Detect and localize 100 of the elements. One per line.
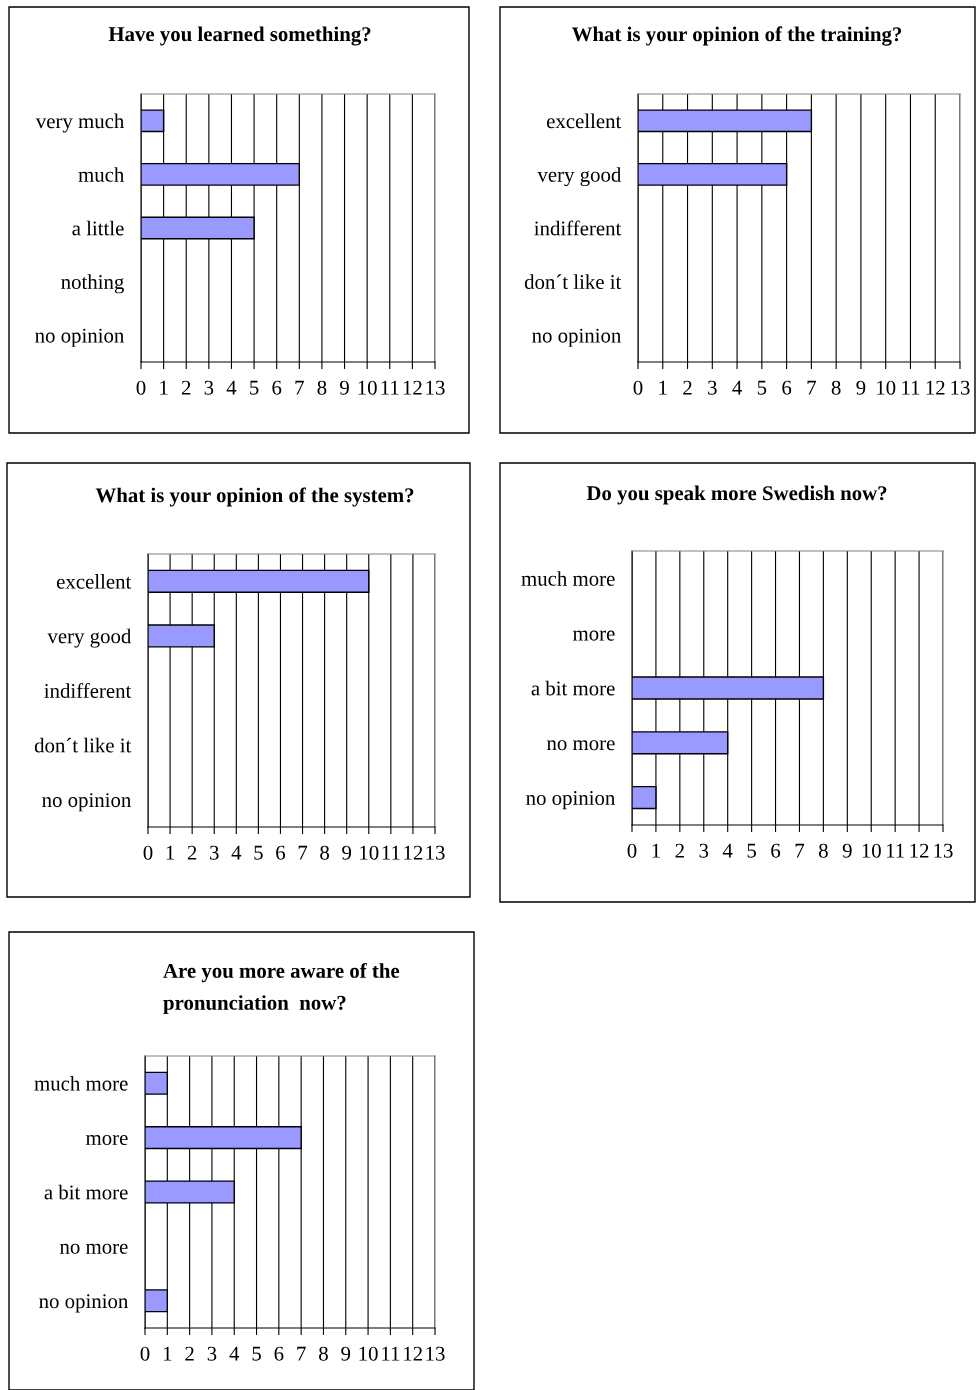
x-tick-label: 1 <box>166 845 175 860</box>
x-tick-label: 3 <box>207 1346 217 1361</box>
y-tick-label: a bit more <box>531 680 615 696</box>
y-tick-label: don´t like it <box>524 274 622 290</box>
x-tick-label: 12 <box>910 843 929 858</box>
x-tick-label: 1 <box>163 1346 172 1361</box>
x-tick-label: 6 <box>782 380 792 395</box>
x-tick-label: 12 <box>926 380 945 395</box>
x-tick-label: 13 <box>934 843 953 858</box>
x-tick-label: 4 <box>732 380 742 395</box>
x-tick-label: 7 <box>297 1346 306 1361</box>
x-tick-label: 5 <box>252 1346 261 1361</box>
x-tick-label: 13 <box>426 1346 445 1361</box>
x-tick-label: 8 <box>317 380 327 395</box>
y-tick-label: no opinion <box>39 1294 129 1313</box>
x-tick-label: 4 <box>229 1346 240 1361</box>
x-tick-label: 1 <box>652 843 660 858</box>
x-tick-label: 2 <box>187 845 197 860</box>
x-tick-label: 3 <box>204 380 214 395</box>
x-tick-label: 12 <box>404 1346 422 1361</box>
x-tick-label: 11 <box>902 380 920 395</box>
y-tick-label: much more <box>521 571 615 586</box>
x-tick-label: 12 <box>404 845 423 860</box>
y-tick-label: nothing <box>61 274 124 294</box>
x-tick-label: 9 <box>842 843 852 858</box>
y-tick-label: indifferent <box>44 683 132 698</box>
x-tick-label: 5 <box>254 845 263 860</box>
x-tick-label: 10 <box>359 1346 378 1361</box>
x-tick-label: 0 <box>136 380 146 395</box>
y-tick-label: don´t like it <box>34 737 132 753</box>
x-tick-label: 10 <box>862 843 881 858</box>
y-tick-label: indifferent <box>534 220 622 236</box>
x-tick-label: 0 <box>633 380 643 395</box>
x-tick-label: 7 <box>295 380 304 395</box>
x-tick-label: 0 <box>143 845 153 860</box>
x-tick-label: 1 <box>659 380 667 395</box>
x-tick-label: 13 <box>426 380 445 395</box>
x-tick-label: 11 <box>382 1346 400 1361</box>
x-tick-label: 11 <box>886 843 904 858</box>
x-tick-label: 8 <box>831 380 841 395</box>
x-tick-label: 5 <box>250 380 259 395</box>
chart-title: What is your opinion of the system? <box>95 487 414 507</box>
y-tick-label: much <box>78 167 125 182</box>
x-tick-label: 2 <box>675 843 684 858</box>
y-tick-label: no more <box>59 1243 128 1254</box>
x-tick-label: 3 <box>210 845 219 860</box>
x-tick-label: 7 <box>795 843 805 858</box>
x-tick-label: 6 <box>276 845 286 860</box>
x-tick-label: 3 <box>708 380 717 395</box>
y-tick-label: very much <box>35 113 125 133</box>
y-tick-label: very good <box>47 628 132 648</box>
x-tick-label: 4 <box>722 843 733 858</box>
chart-title: Are you more aware of the pronunciation now? <box>163 963 400 1015</box>
x-tick-label: 9 <box>856 380 866 395</box>
y-tick-label: no more <box>546 740 615 751</box>
x-tick-label: 4 <box>231 845 242 860</box>
y-tick-label: very good <box>537 167 622 187</box>
x-tick-label: 10 <box>360 845 379 860</box>
y-tick-label: excellent <box>546 113 622 129</box>
y-tick-label: a bit more <box>44 1184 128 1200</box>
y-tick-label: more <box>85 1135 128 1146</box>
x-tick-label: 8 <box>818 843 828 858</box>
y-tick-label: no opinion <box>35 328 125 347</box>
x-tick-label: 9 <box>342 845 352 860</box>
x-tick-label: 2 <box>683 380 692 395</box>
y-tick-label: a little <box>72 220 124 236</box>
x-tick-label: 10 <box>358 380 377 395</box>
x-tick-label: 5 <box>757 380 767 395</box>
x-tick-label: 4 <box>226 380 237 395</box>
x-tick-label: 13 <box>951 380 970 395</box>
x-tick-label: 9 <box>340 380 349 395</box>
x-tick-label: 0 <box>140 1346 150 1361</box>
x-tick-label: 2 <box>185 1346 194 1361</box>
x-tick-label: 1 <box>160 380 168 395</box>
x-tick-label: 8 <box>319 1346 328 1361</box>
y-tick-label: much more <box>34 1075 128 1091</box>
x-tick-label: 8 <box>320 845 330 860</box>
x-tick-label: 7 <box>298 845 308 860</box>
x-tick-label: 11 <box>382 845 400 860</box>
y-tick-label: excellent <box>56 574 132 589</box>
chart-title: Have you learned something? <box>108 26 371 46</box>
x-tick-label: 9 <box>341 1346 351 1361</box>
y-tick-label: no opinion <box>532 328 622 347</box>
x-tick-label: 13 <box>426 845 445 860</box>
y-tick-label: more <box>572 630 615 641</box>
y-tick-label: no opinion <box>526 791 616 810</box>
x-tick-label: 11 <box>381 380 399 395</box>
x-tick-label: 12 <box>403 380 422 395</box>
x-tick-label: 6 <box>771 843 781 858</box>
chart-title: What is your opinion of the training? <box>571 26 902 46</box>
chart-title: Do you speak more Swedish now? <box>586 485 887 505</box>
x-tick-label: 6 <box>274 1346 284 1361</box>
x-tick-label: 2 <box>181 380 191 395</box>
y-tick-label: no opinion <box>42 793 132 812</box>
x-tick-label: 0 <box>627 843 637 858</box>
x-tick-label: 5 <box>747 843 757 858</box>
x-tick-label: 3 <box>699 843 709 858</box>
x-tick-label: 7 <box>807 380 816 395</box>
x-tick-label: 10 <box>877 380 896 395</box>
x-tick-label: 6 <box>272 380 282 395</box>
